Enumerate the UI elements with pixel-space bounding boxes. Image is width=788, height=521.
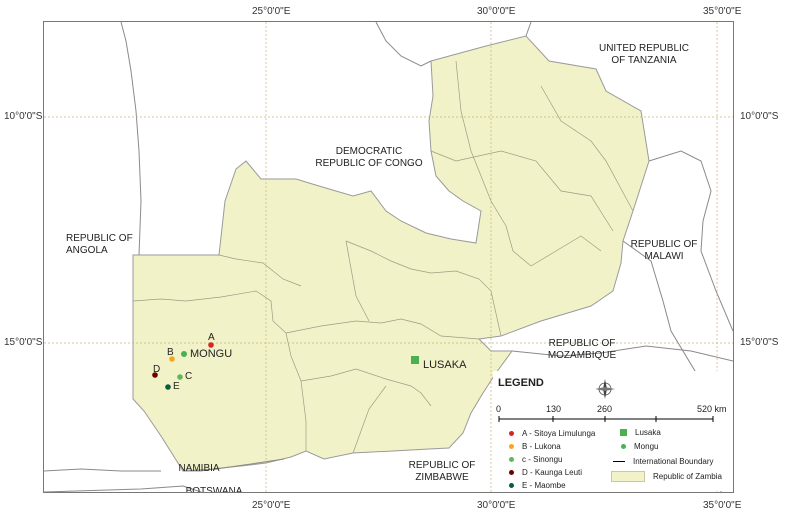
grid-label-right-15s: 15°0'0"S: [740, 337, 779, 348]
grid-label-top-25e: 25°0'0"E: [252, 6, 291, 17]
legend-item-site-b: B - Lukona: [509, 442, 561, 451]
legend-dot-mongu: [621, 444, 626, 449]
legend-title: LEGEND: [498, 377, 544, 389]
province-boundaries: [132, 60, 634, 454]
legend-item-mongu: Mongu: [621, 442, 658, 451]
legend-dot-a: [509, 431, 514, 436]
site-b-marker[interactable]: [169, 356, 175, 362]
legend-item-site-e: E - Maombe: [509, 481, 566, 490]
grid-label-bottom-30e: 30°0'0"E: [477, 500, 516, 511]
label-botswana: BOTSWANA: [185, 486, 243, 493]
legend-dot-b: [509, 444, 514, 449]
label-angola: REPUBLIC OF ANGOLA: [66, 233, 133, 256]
scale-label-520: 520 km: [697, 404, 727, 414]
label-namibia: NAMIBIA: [178, 463, 220, 474]
legend-label-b: B - Lukona: [522, 442, 561, 451]
legend-label-d: D - Kaunga Leuti: [522, 468, 583, 477]
legend-dot-e: [509, 483, 514, 488]
label-mongu: MONGU: [190, 348, 233, 360]
grid-label-top-35e: 35°0'0"E: [703, 6, 742, 17]
label-drc: DEMOCRATIC REPUBLIC OF CONGO: [315, 146, 423, 169]
label-site-d: D: [153, 364, 161, 375]
label-site-a: A: [208, 332, 215, 343]
legend-label-lusaka: Lusaka: [635, 428, 661, 437]
grid-label-left-10s: 10°0'0"S: [4, 111, 43, 122]
site-d-marker[interactable]: [152, 372, 158, 378]
north-arrow-icon: [595, 379, 615, 399]
legend-item-boundary: International Boundary: [613, 457, 714, 466]
label-site-c: C: [185, 371, 193, 382]
legend-swatch-zambia: [611, 471, 645, 482]
label-mozambique: REPUBLIC OF MOZAMBIQUE: [547, 338, 617, 361]
mongu-marker[interactable]: [181, 351, 187, 357]
zambia-territory: [132, 35, 650, 472]
legend-label-c: c - Sinongu: [522, 455, 563, 464]
grid-label-bottom-35e: 35°0'0"E: [703, 500, 742, 511]
legend-label-e: E - Maombe: [522, 481, 566, 490]
grid-label-bottom-25e: 25°0'0"E: [252, 500, 291, 511]
map-frame: UNITED REPUBLIC OF TANZANIA DEMOCRATIC R…: [43, 21, 734, 493]
legend-label-mongu: Mongu: [634, 442, 659, 451]
label-lusaka: LUSAKA: [423, 359, 467, 371]
grid-label-left-15s: 15°0'0"S: [4, 337, 43, 348]
lusaka-marker[interactable]: [411, 356, 419, 364]
legend-item-site-c: c - Sinongu: [509, 455, 562, 464]
label-malawi: REPUBLIC OF MALAWI: [630, 239, 698, 262]
legend-item-lusaka: Lusaka: [620, 428, 661, 437]
legend-item-site-a: A - Sitoya Limulunga: [509, 429, 595, 438]
legend-square-lusaka: [620, 429, 627, 436]
label-site-e: E: [173, 381, 180, 392]
legend-label-a: A - Sitoya Limulunga: [522, 429, 596, 438]
legend-item-site-d: D - Kaunga Leuti: [509, 468, 582, 477]
scale-label-0: 0: [496, 404, 502, 414]
label-tanzania: UNITED REPUBLIC OF TANZANIA: [598, 43, 689, 66]
site-c-marker[interactable]: [177, 374, 183, 380]
legend-line-boundary: [613, 461, 625, 462]
legend-item-zambia: Republic of Zambia: [611, 471, 722, 482]
legend-label-boundary: International Boundary: [633, 457, 714, 466]
scale-label-260: 260: [597, 404, 613, 414]
grid-label-right-10s: 10°0'0"S: [740, 111, 779, 122]
site-e-marker[interactable]: [165, 384, 171, 390]
legend-label-zambia: Republic of Zambia: [653, 472, 722, 481]
scale-label-130: 130: [546, 404, 562, 414]
legend-dot-d: [509, 470, 514, 475]
grid-label-top-30e: 30°0'0"E: [477, 6, 516, 17]
label-zimbabwe: REPUBLIC OF ZIMBABWE: [408, 460, 476, 483]
legend-dot-c: [509, 457, 514, 462]
legend-panel: LEGEND 0 130 260 520 km A - Sitoya Limul…: [493, 371, 732, 491]
site-a-marker[interactable]: [208, 342, 214, 348]
graticule: [44, 22, 733, 492]
scale-bar: [498, 416, 714, 422]
label-site-b: B: [167, 347, 174, 358]
map-svg: [44, 22, 733, 492]
